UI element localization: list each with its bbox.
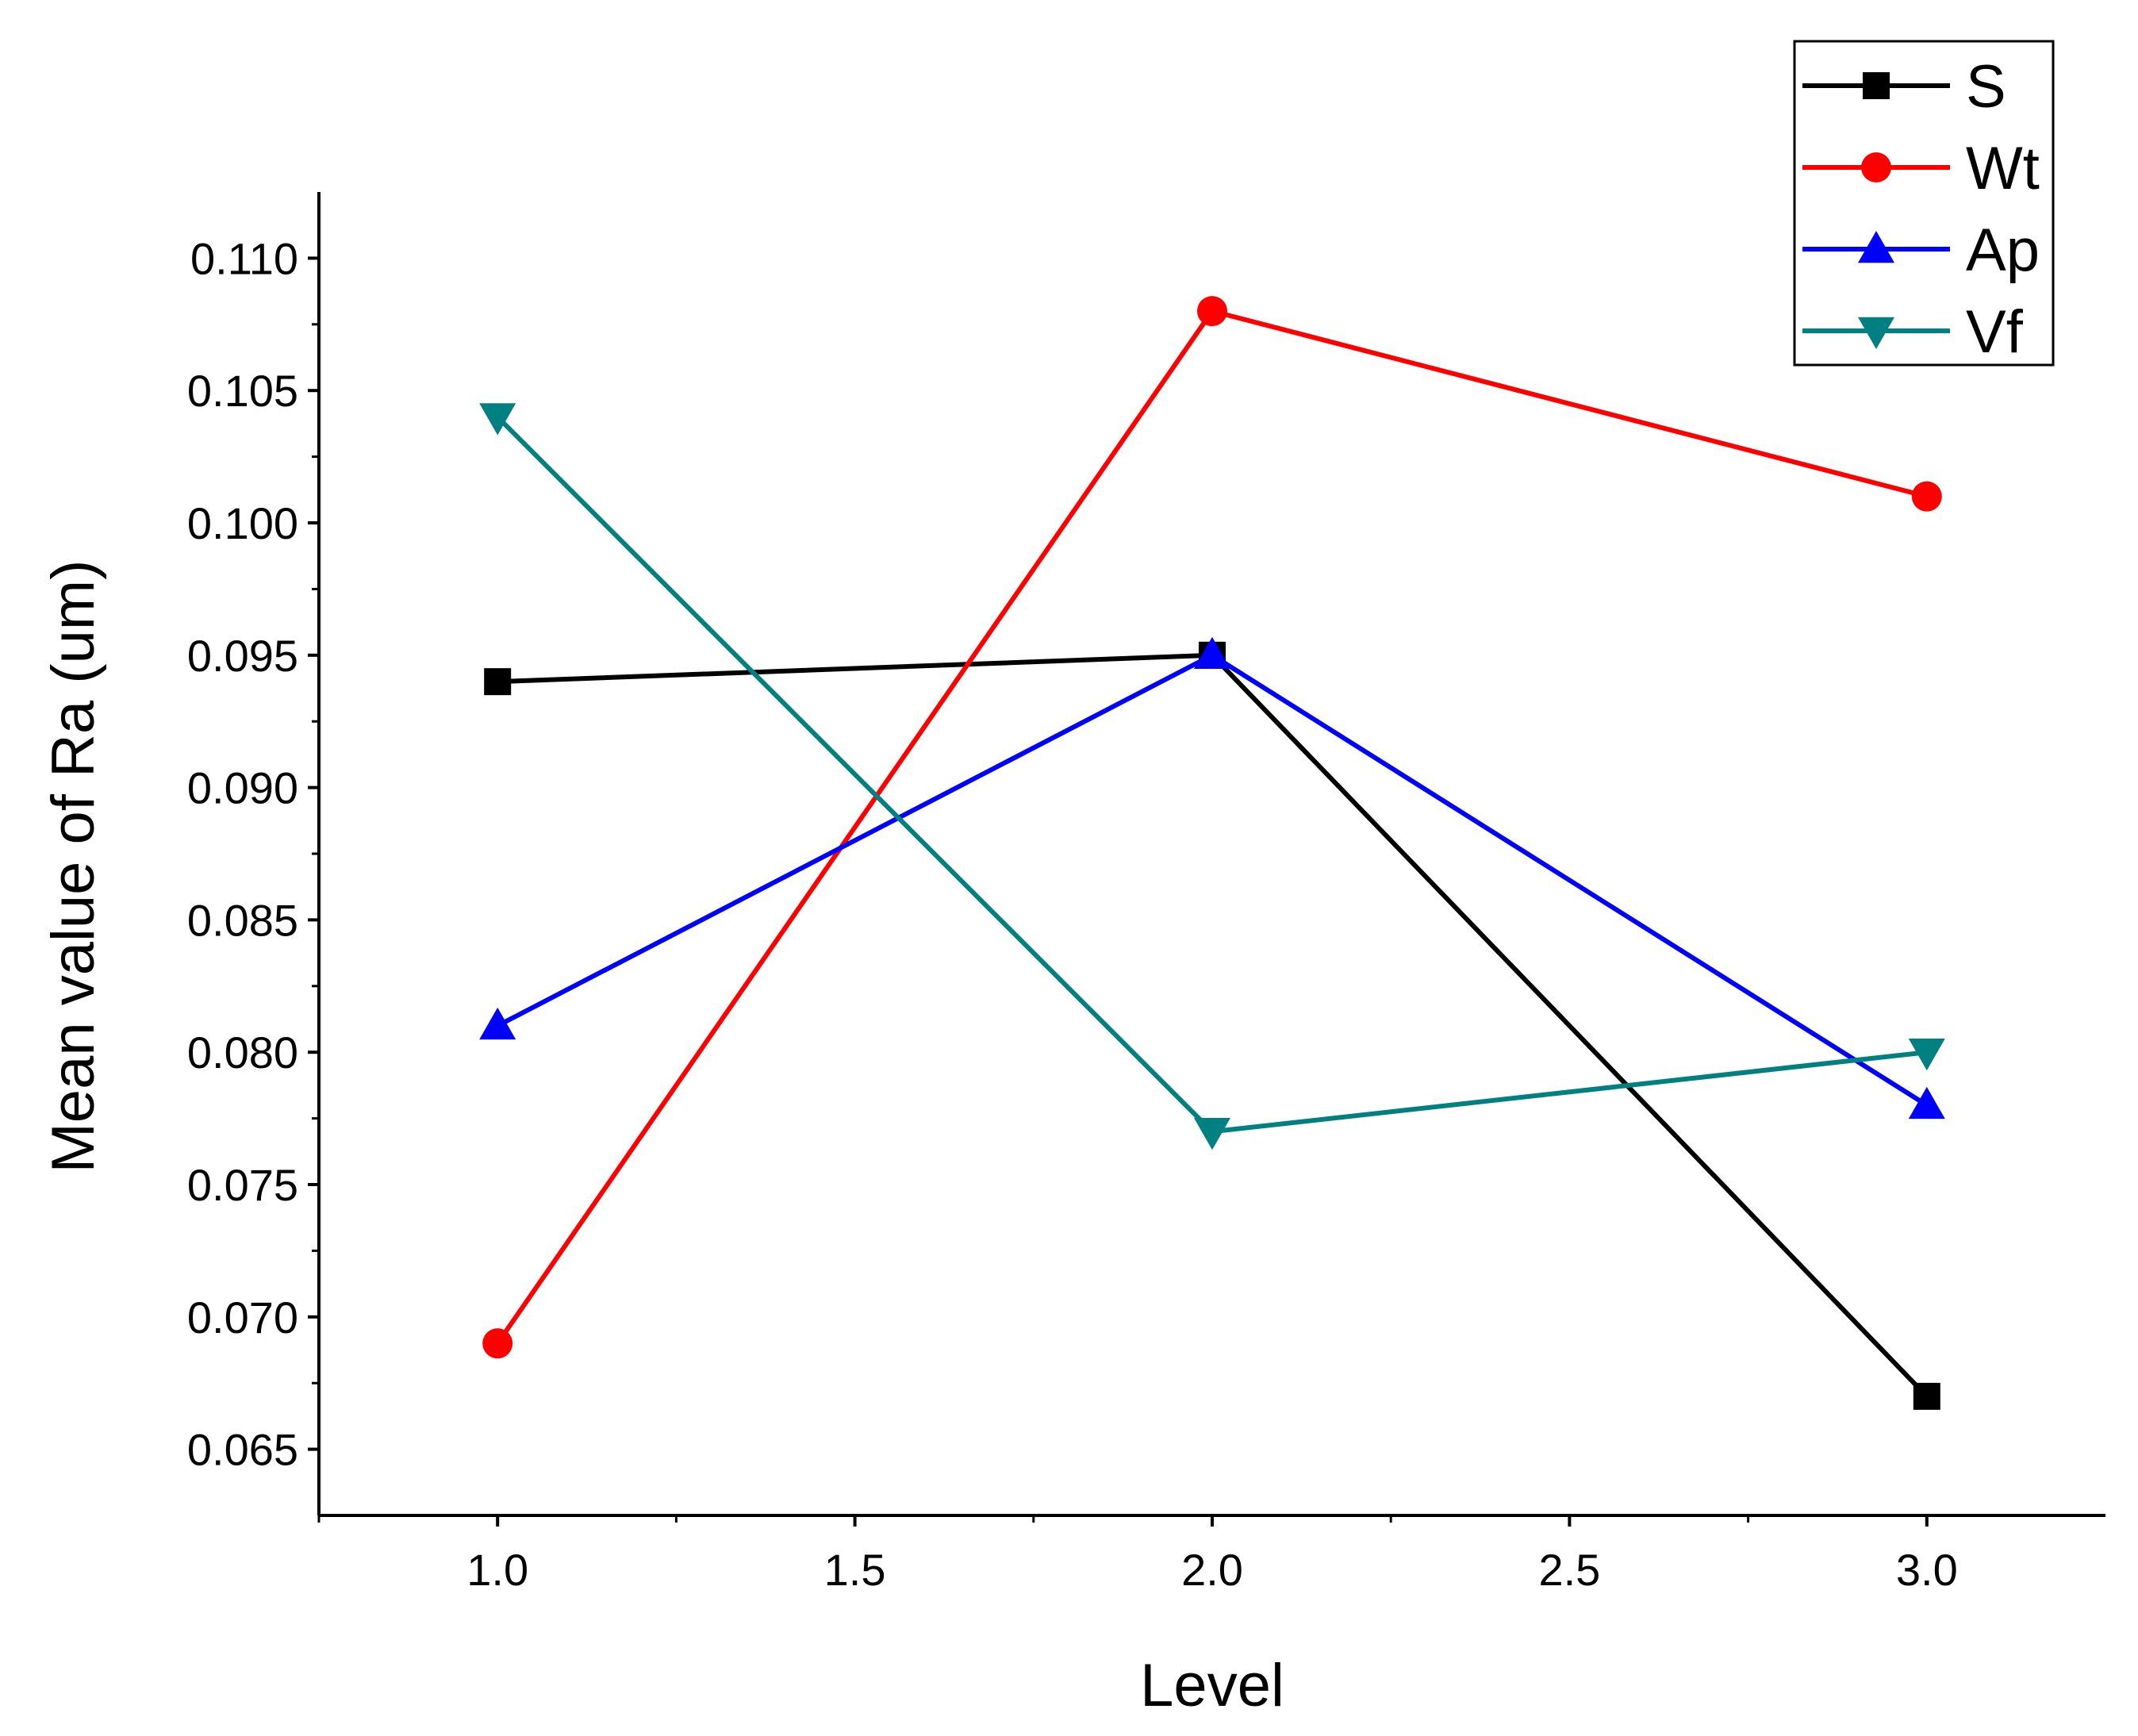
- legend-box: [1793, 40, 2055, 367]
- legend: S Wt Ap Vf: [1793, 40, 2055, 367]
- data-point-vf: [1194, 1118, 1230, 1150]
- data-point-ap: [1908, 1086, 1945, 1120]
- axes: [317, 192, 2105, 1517]
- series-vf: [479, 403, 1945, 1150]
- data-point-wt: [1911, 481, 1942, 512]
- y-tick-label: 0.090: [187, 763, 298, 813]
- series-ap: [479, 636, 1945, 1120]
- x-tick-label: 2.5: [1538, 1545, 1600, 1595]
- y-axis-title: Mean value of Ra (um): [40, 560, 107, 1173]
- x-tick-label: 2.0: [1181, 1545, 1243, 1595]
- series-line-s: [497, 652, 1929, 1398]
- y-tick-label: 0.105: [187, 366, 298, 416]
- legend-item-s: S: [1802, 53, 2006, 121]
- y-tick-label: 0.070: [187, 1292, 298, 1342]
- ticks: 0.065 0.070 0.075 0.080 0.085 0.090 0.095 0.100…: [187, 233, 1958, 1595]
- legend-marker-ap: [1858, 231, 1894, 263]
- data-point-vf: [479, 403, 516, 436]
- data-point-vf: [1908, 1038, 1945, 1071]
- y-tick-label: 0.110: [190, 233, 298, 283]
- y-tick-label: 0.065: [187, 1425, 298, 1475]
- data-point-wt: [1197, 296, 1227, 327]
- y-tick-label: 0.080: [187, 1027, 298, 1077]
- series-line-wt: [495, 309, 1928, 1345]
- y-tick-label: 0.100: [187, 498, 298, 548]
- series-line-vf: [496, 415, 1928, 1135]
- legend-marker-wt: [1861, 152, 1891, 182]
- x-axis-title: Level: [1140, 1652, 1284, 1719]
- legend-label: Wt: [1966, 135, 2040, 202]
- legend-item-ap: Ap: [1802, 217, 2040, 284]
- legend-label: Vf: [1966, 298, 2024, 366]
- legend-marker-vf: [1858, 317, 1894, 349]
- y-tick-label: 0.095: [187, 631, 298, 681]
- legend-item-vf: Vf: [1802, 298, 2024, 366]
- series-s: [484, 641, 1940, 1410]
- x-tick-label: 3.0: [1896, 1545, 1958, 1595]
- y-tick-label: 0.075: [187, 1160, 298, 1210]
- legend-marker-s: [1863, 72, 1890, 99]
- series-wt: [482, 296, 1942, 1359]
- legend-label: Ap: [1966, 217, 2040, 284]
- x-tick-label: 1.5: [824, 1545, 886, 1595]
- data-point-wt: [482, 1328, 513, 1359]
- legend-label: S: [1966, 53, 2006, 121]
- legend-item-wt: Wt: [1802, 135, 2040, 202]
- y-tick-label: 0.085: [187, 895, 298, 945]
- data-point-ap: [1194, 636, 1230, 670]
- data-point-s: [484, 668, 512, 696]
- series: [479, 296, 1945, 1410]
- x-tick-label: 1.0: [466, 1545, 528, 1595]
- data-point-s: [1913, 1382, 1940, 1410]
- data-point-ap: [479, 1007, 516, 1040]
